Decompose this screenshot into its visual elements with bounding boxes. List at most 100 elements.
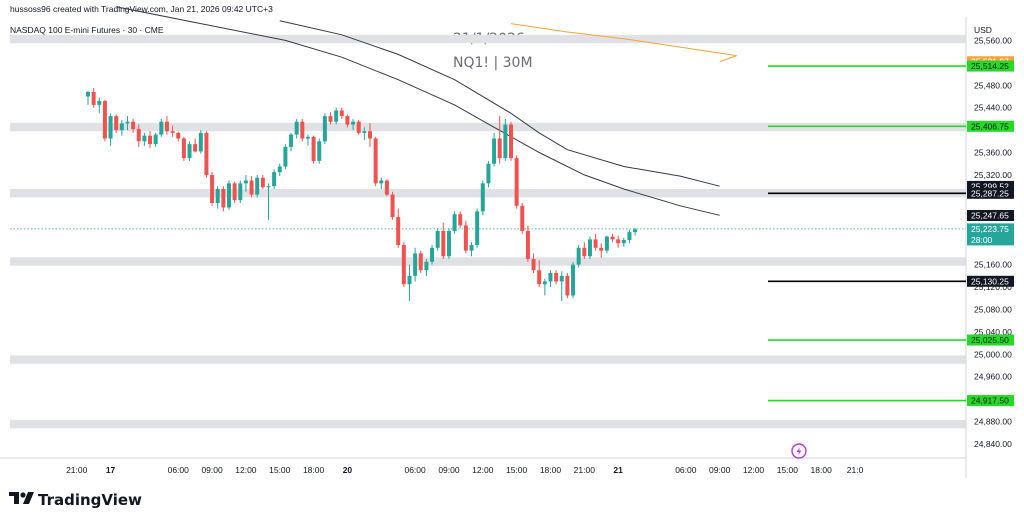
candle-body bbox=[108, 116, 113, 139]
price-tick-label: 24,880.00 bbox=[974, 417, 1012, 427]
candle-body bbox=[435, 230, 440, 248]
candle-body bbox=[362, 131, 367, 133]
currency-label: USD bbox=[974, 25, 992, 35]
support-resistance-zones bbox=[10, 34, 966, 429]
candle-body bbox=[571, 264, 576, 296]
candle-body bbox=[537, 270, 542, 285]
candle-body bbox=[424, 261, 429, 271]
level-price-label-box bbox=[967, 275, 1014, 287]
current-price-label: 25,223.75 bbox=[971, 224, 1009, 234]
candle-body bbox=[142, 135, 147, 142]
candle-body bbox=[227, 183, 231, 208]
price-tick-label: 25,000.00 bbox=[974, 349, 1012, 359]
time-tick-label: 06:00 bbox=[404, 465, 426, 475]
candle-body bbox=[181, 138, 186, 159]
candle-body bbox=[187, 144, 192, 159]
candle-body bbox=[559, 275, 564, 282]
brand-name: TradingView bbox=[38, 491, 142, 509]
time-tick-label: 21:00 bbox=[574, 465, 596, 475]
time-tick-label: 18:00 bbox=[811, 465, 833, 475]
candle-body bbox=[170, 131, 175, 133]
candle-body bbox=[368, 131, 372, 139]
candle-body bbox=[627, 232, 632, 240]
time-tick-label: 20 bbox=[343, 465, 353, 475]
candle-body bbox=[593, 239, 598, 248]
candle-body bbox=[373, 138, 378, 184]
price-tick-label: 25,560.00 bbox=[974, 35, 1012, 45]
candle-body bbox=[525, 230, 530, 260]
ma-price-label: 25,247.65 bbox=[971, 210, 1009, 220]
candle-body bbox=[260, 177, 265, 188]
candle-body bbox=[604, 236, 609, 251]
tradingview-logo-icon bbox=[9, 492, 34, 504]
time-tick-label: 06:00 bbox=[168, 465, 190, 475]
time-tick-label: 06:00 bbox=[675, 465, 697, 475]
level-price-label-box bbox=[967, 60, 1014, 72]
candle-body bbox=[379, 180, 384, 184]
level-price-label: 25,130.25 bbox=[971, 276, 1009, 286]
candle-body bbox=[131, 121, 136, 129]
candle-body bbox=[215, 188, 220, 203]
candle-body bbox=[311, 136, 316, 161]
level-price-label: 25,514.25 bbox=[971, 61, 1009, 71]
candle-body bbox=[407, 275, 412, 285]
moving-average-line bbox=[279, 20, 720, 187]
candle-body bbox=[514, 158, 519, 206]
candle-body bbox=[102, 100, 107, 139]
candle-body bbox=[497, 138, 502, 159]
symbol-description: NASDAQ 100 E-mini Futures · 30 · CME bbox=[10, 25, 164, 35]
candle-body bbox=[283, 146, 288, 167]
price-axis: 25,560.00 25,480.00 25,440.00 25,360.00 25,3… bbox=[974, 35, 1012, 449]
candle-body bbox=[351, 121, 356, 125]
candle-body bbox=[565, 275, 570, 296]
candle-body bbox=[441, 230, 446, 257]
time-tick-label: 15:00 bbox=[269, 465, 291, 475]
candle-body bbox=[542, 281, 547, 285]
countdown-label: 28:00 bbox=[971, 235, 993, 245]
candle-body bbox=[255, 177, 260, 195]
candle-body bbox=[148, 135, 153, 145]
time-axis: 21:00 17 06:00 09:00 12:00 15:00 18:00 20 06:00 0… bbox=[66, 465, 864, 475]
candle-body bbox=[469, 245, 474, 251]
time-tick-label: 09:00 bbox=[709, 465, 731, 475]
sr-zone bbox=[10, 419, 966, 429]
candle-body bbox=[91, 91, 96, 105]
candle-body bbox=[204, 132, 209, 175]
candle-body bbox=[480, 183, 485, 212]
candle-body bbox=[486, 163, 491, 184]
ma-price-label: 25,299.52 bbox=[971, 181, 1009, 191]
candle-body bbox=[430, 247, 435, 262]
candle-body bbox=[86, 91, 90, 97]
candle-body bbox=[633, 229, 638, 233]
candle-body bbox=[210, 174, 215, 203]
sr-zone bbox=[10, 122, 966, 132]
candle-body bbox=[176, 132, 181, 139]
candle-body bbox=[328, 116, 333, 122]
price-tick-label: 24,960.00 bbox=[974, 372, 1012, 382]
candle-body bbox=[339, 110, 344, 117]
candle-body bbox=[232, 183, 237, 201]
level-price-label-box bbox=[967, 187, 1014, 199]
time-tick-label: 12:00 bbox=[472, 465, 494, 475]
candle-body bbox=[356, 121, 361, 133]
moving-averages bbox=[116, 6, 737, 216]
candle-body bbox=[509, 124, 513, 159]
horizontal-levels bbox=[768, 65, 966, 402]
candle-body bbox=[503, 124, 508, 159]
candle-body bbox=[322, 116, 327, 142]
candle-body bbox=[401, 245, 406, 285]
candle-body bbox=[289, 134, 294, 147]
candle-body bbox=[582, 247, 587, 257]
attribution-text: hussoss96 created with TradingView.com, … bbox=[10, 4, 273, 14]
candle-body bbox=[294, 121, 299, 135]
level-price-label-box bbox=[967, 395, 1014, 407]
candle-body bbox=[616, 239, 621, 244]
time-tick-label: 18:00 bbox=[540, 465, 562, 475]
price-axis-labels: 25,521.9725,299.5225,247.6525,514.2525,4… bbox=[967, 56, 1014, 407]
price-tick-label: 25,360.00 bbox=[974, 148, 1012, 158]
candle-body bbox=[97, 100, 102, 105]
candle-body bbox=[221, 188, 226, 208]
lightning-alert-icon[interactable] bbox=[791, 443, 807, 459]
candle-body bbox=[576, 247, 581, 265]
candle-body bbox=[238, 183, 243, 201]
